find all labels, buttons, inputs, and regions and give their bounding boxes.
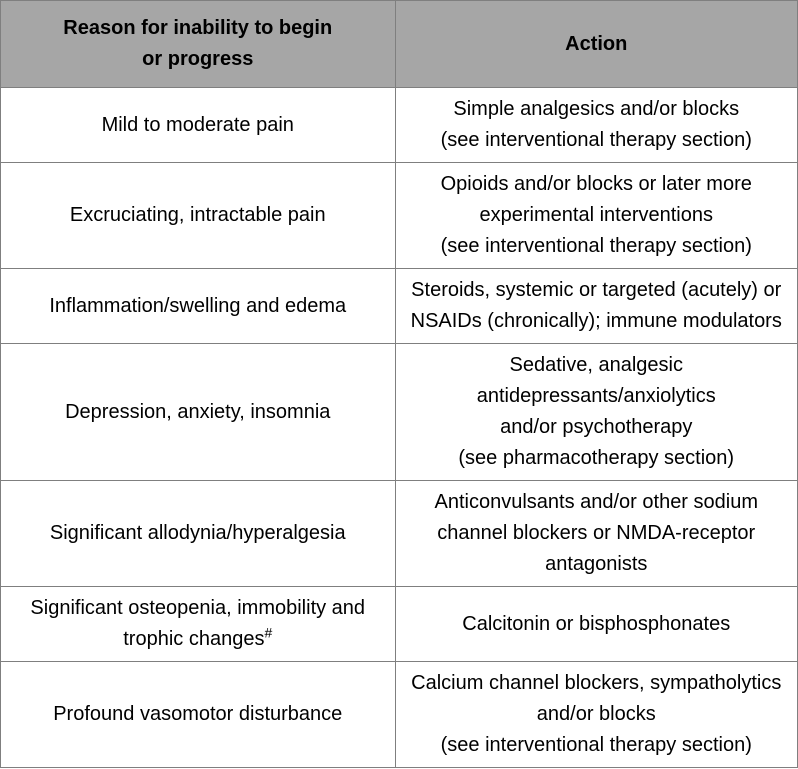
action-text: Calcitonin or bisphosphonates (462, 613, 730, 635)
action-cell: Sedative, analgesic antidepressants/anxi… (395, 344, 798, 481)
action-cell: Calcium channel blockers, sympatholytics… (395, 662, 798, 768)
action-text: (see interventional therapy section) (441, 235, 752, 257)
action-text: channel blockers or NMDA-receptor (437, 522, 755, 544)
treatment-table: Reason for inability to begin or progres… (0, 0, 798, 768)
reason-cell: Significant allodynia/hyperalgesia (1, 481, 396, 587)
table-row: Excruciating, intractable pain Opioids a… (1, 163, 798, 269)
table-row: Inflammation/swelling and edema Steroids… (1, 269, 798, 344)
col-header-reason-line2: or progress (142, 48, 253, 70)
action-text: antagonists (545, 553, 647, 575)
action-text: NSAIDs (chronically); immune modulators (411, 310, 782, 332)
reason-cell: Mild to moderate pain (1, 88, 396, 163)
footnote-marker: # (264, 624, 272, 640)
action-text: (see pharmacotherapy section) (458, 447, 734, 469)
action-cell: Calcitonin or bisphosphonates (395, 587, 798, 662)
reason-cell: Depression, anxiety, insomnia (1, 344, 396, 481)
table-row: Significant osteopenia, immobility and t… (1, 587, 798, 662)
action-text: Sedative, analgesic (510, 354, 683, 376)
col-header-reason-line1: Reason for inability to begin (63, 17, 332, 39)
table-row: Mild to moderate pain Simple analgesics … (1, 88, 798, 163)
col-header-reason: Reason for inability to begin or progres… (1, 1, 396, 88)
action-cell: Steroids, systemic or targeted (acutely)… (395, 269, 798, 344)
reason-text: Inflammation/swelling and edema (49, 295, 346, 317)
reason-cell: Profound vasomotor disturbance (1, 662, 396, 768)
table-row: Depression, anxiety, insomnia Sedative, … (1, 344, 798, 481)
action-text: experimental interventions (480, 204, 713, 226)
action-text: and/or psychotherapy (500, 416, 692, 438)
action-text: (see interventional therapy section) (441, 734, 752, 756)
reason-text: Significant allodynia/hyperalgesia (50, 522, 346, 544)
action-text: (see interventional therapy section) (441, 129, 752, 151)
reason-cell: Excruciating, intractable pain (1, 163, 396, 269)
table-row: Profound vasomotor disturbance Calcium c… (1, 662, 798, 768)
action-text: Opioids and/or blocks or later more (441, 173, 752, 195)
reason-text: Mild to moderate pain (102, 114, 294, 136)
table-header-row: Reason for inability to begin or progres… (1, 1, 798, 88)
reason-text: Depression, anxiety, insomnia (65, 401, 330, 423)
action-text: antidepressants/anxiolytics (477, 385, 716, 407)
action-text: and/or blocks (537, 703, 656, 725)
reason-text: Significant osteopenia, immobility and (30, 597, 365, 619)
action-cell: Opioids and/or blocks or later more expe… (395, 163, 798, 269)
reason-cell: Inflammation/swelling and edema (1, 269, 396, 344)
action-cell: Simple analgesics and/or blocks (see int… (395, 88, 798, 163)
action-text: Simple analgesics and/or blocks (453, 98, 739, 120)
action-cell: Anticonvulsants and/or other sodium chan… (395, 481, 798, 587)
col-header-action: Action (395, 1, 798, 88)
table-container: Reason for inability to begin or progres… (0, 0, 798, 768)
action-text: Calcium channel blockers, sympatholytics (411, 672, 781, 694)
reason-text: Excruciating, intractable pain (70, 204, 326, 226)
reason-cell: Significant osteopenia, immobility and t… (1, 587, 396, 662)
col-header-action-line1: Action (565, 33, 627, 55)
table-row: Significant allodynia/hyperalgesia Antic… (1, 481, 798, 587)
action-text: Steroids, systemic or targeted (acutely)… (411, 279, 781, 301)
reason-text: Profound vasomotor disturbance (53, 703, 342, 725)
action-text: Anticonvulsants and/or other sodium (434, 491, 758, 513)
reason-text: trophic changes (123, 628, 264, 650)
